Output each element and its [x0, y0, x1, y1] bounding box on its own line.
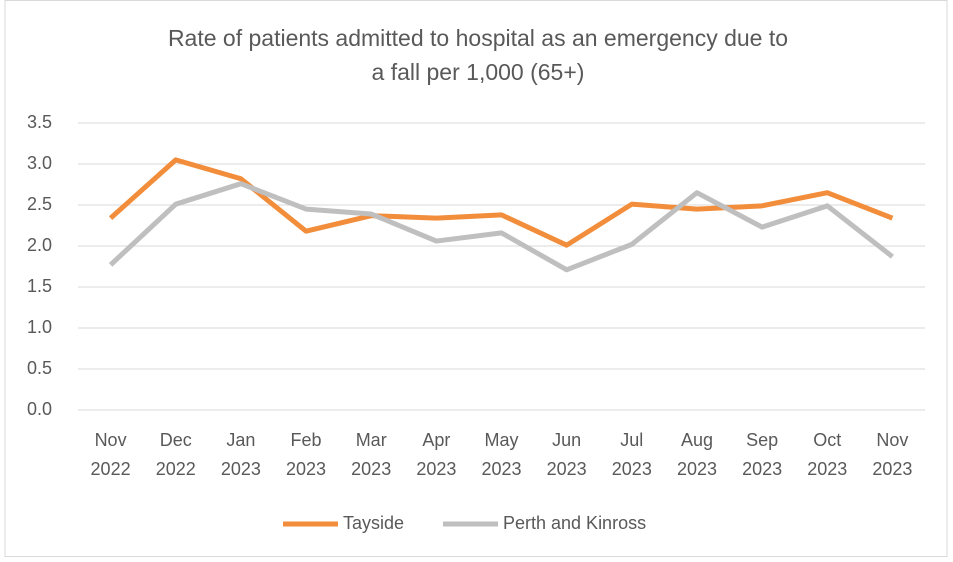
x-tick-label: Jan 2023: [221, 430, 261, 479]
x-tick-label: Nov 2023: [872, 430, 912, 479]
x-tick-label: May 2023: [481, 430, 521, 479]
data-line: [108, 157, 894, 248]
x-tick-label: Jul 2023: [612, 430, 652, 479]
x-tick-label: Nov 2022: [91, 430, 131, 479]
x-tick-label: Apr 2023: [416, 430, 456, 479]
y-tick-label: 2.5: [27, 194, 52, 214]
x-tick-label: Aug 2023: [677, 430, 717, 479]
x-tick-label: Sep 2023: [742, 430, 782, 479]
y-tick-label: 0.5: [27, 358, 52, 378]
legend-label: Tayside: [343, 513, 404, 533]
x-tick-label: Dec 2022: [156, 430, 196, 479]
x-tick-label: Oct 2023: [807, 430, 847, 479]
x-tick-label: Feb 2023: [286, 430, 326, 479]
chart-title: Rate of patients admitted to hospital as…: [168, 25, 788, 85]
x-tick-label: Jun 2023: [547, 430, 587, 479]
y-tick-label: 0.0: [27, 399, 52, 419]
y-tick-label: 3.5: [27, 112, 52, 132]
y-tick-label: 1.5: [27, 276, 52, 296]
legend-label: Perth and Kinross: [503, 513, 646, 533]
x-tick-label: Mar 2023: [351, 430, 391, 479]
y-tick-label: 1.0: [27, 317, 52, 337]
y-tick-label: 3.0: [27, 153, 52, 173]
data-line: [108, 181, 894, 273]
chart-border: [4, 0, 948, 557]
y-tick-label: 2.0: [27, 235, 52, 255]
